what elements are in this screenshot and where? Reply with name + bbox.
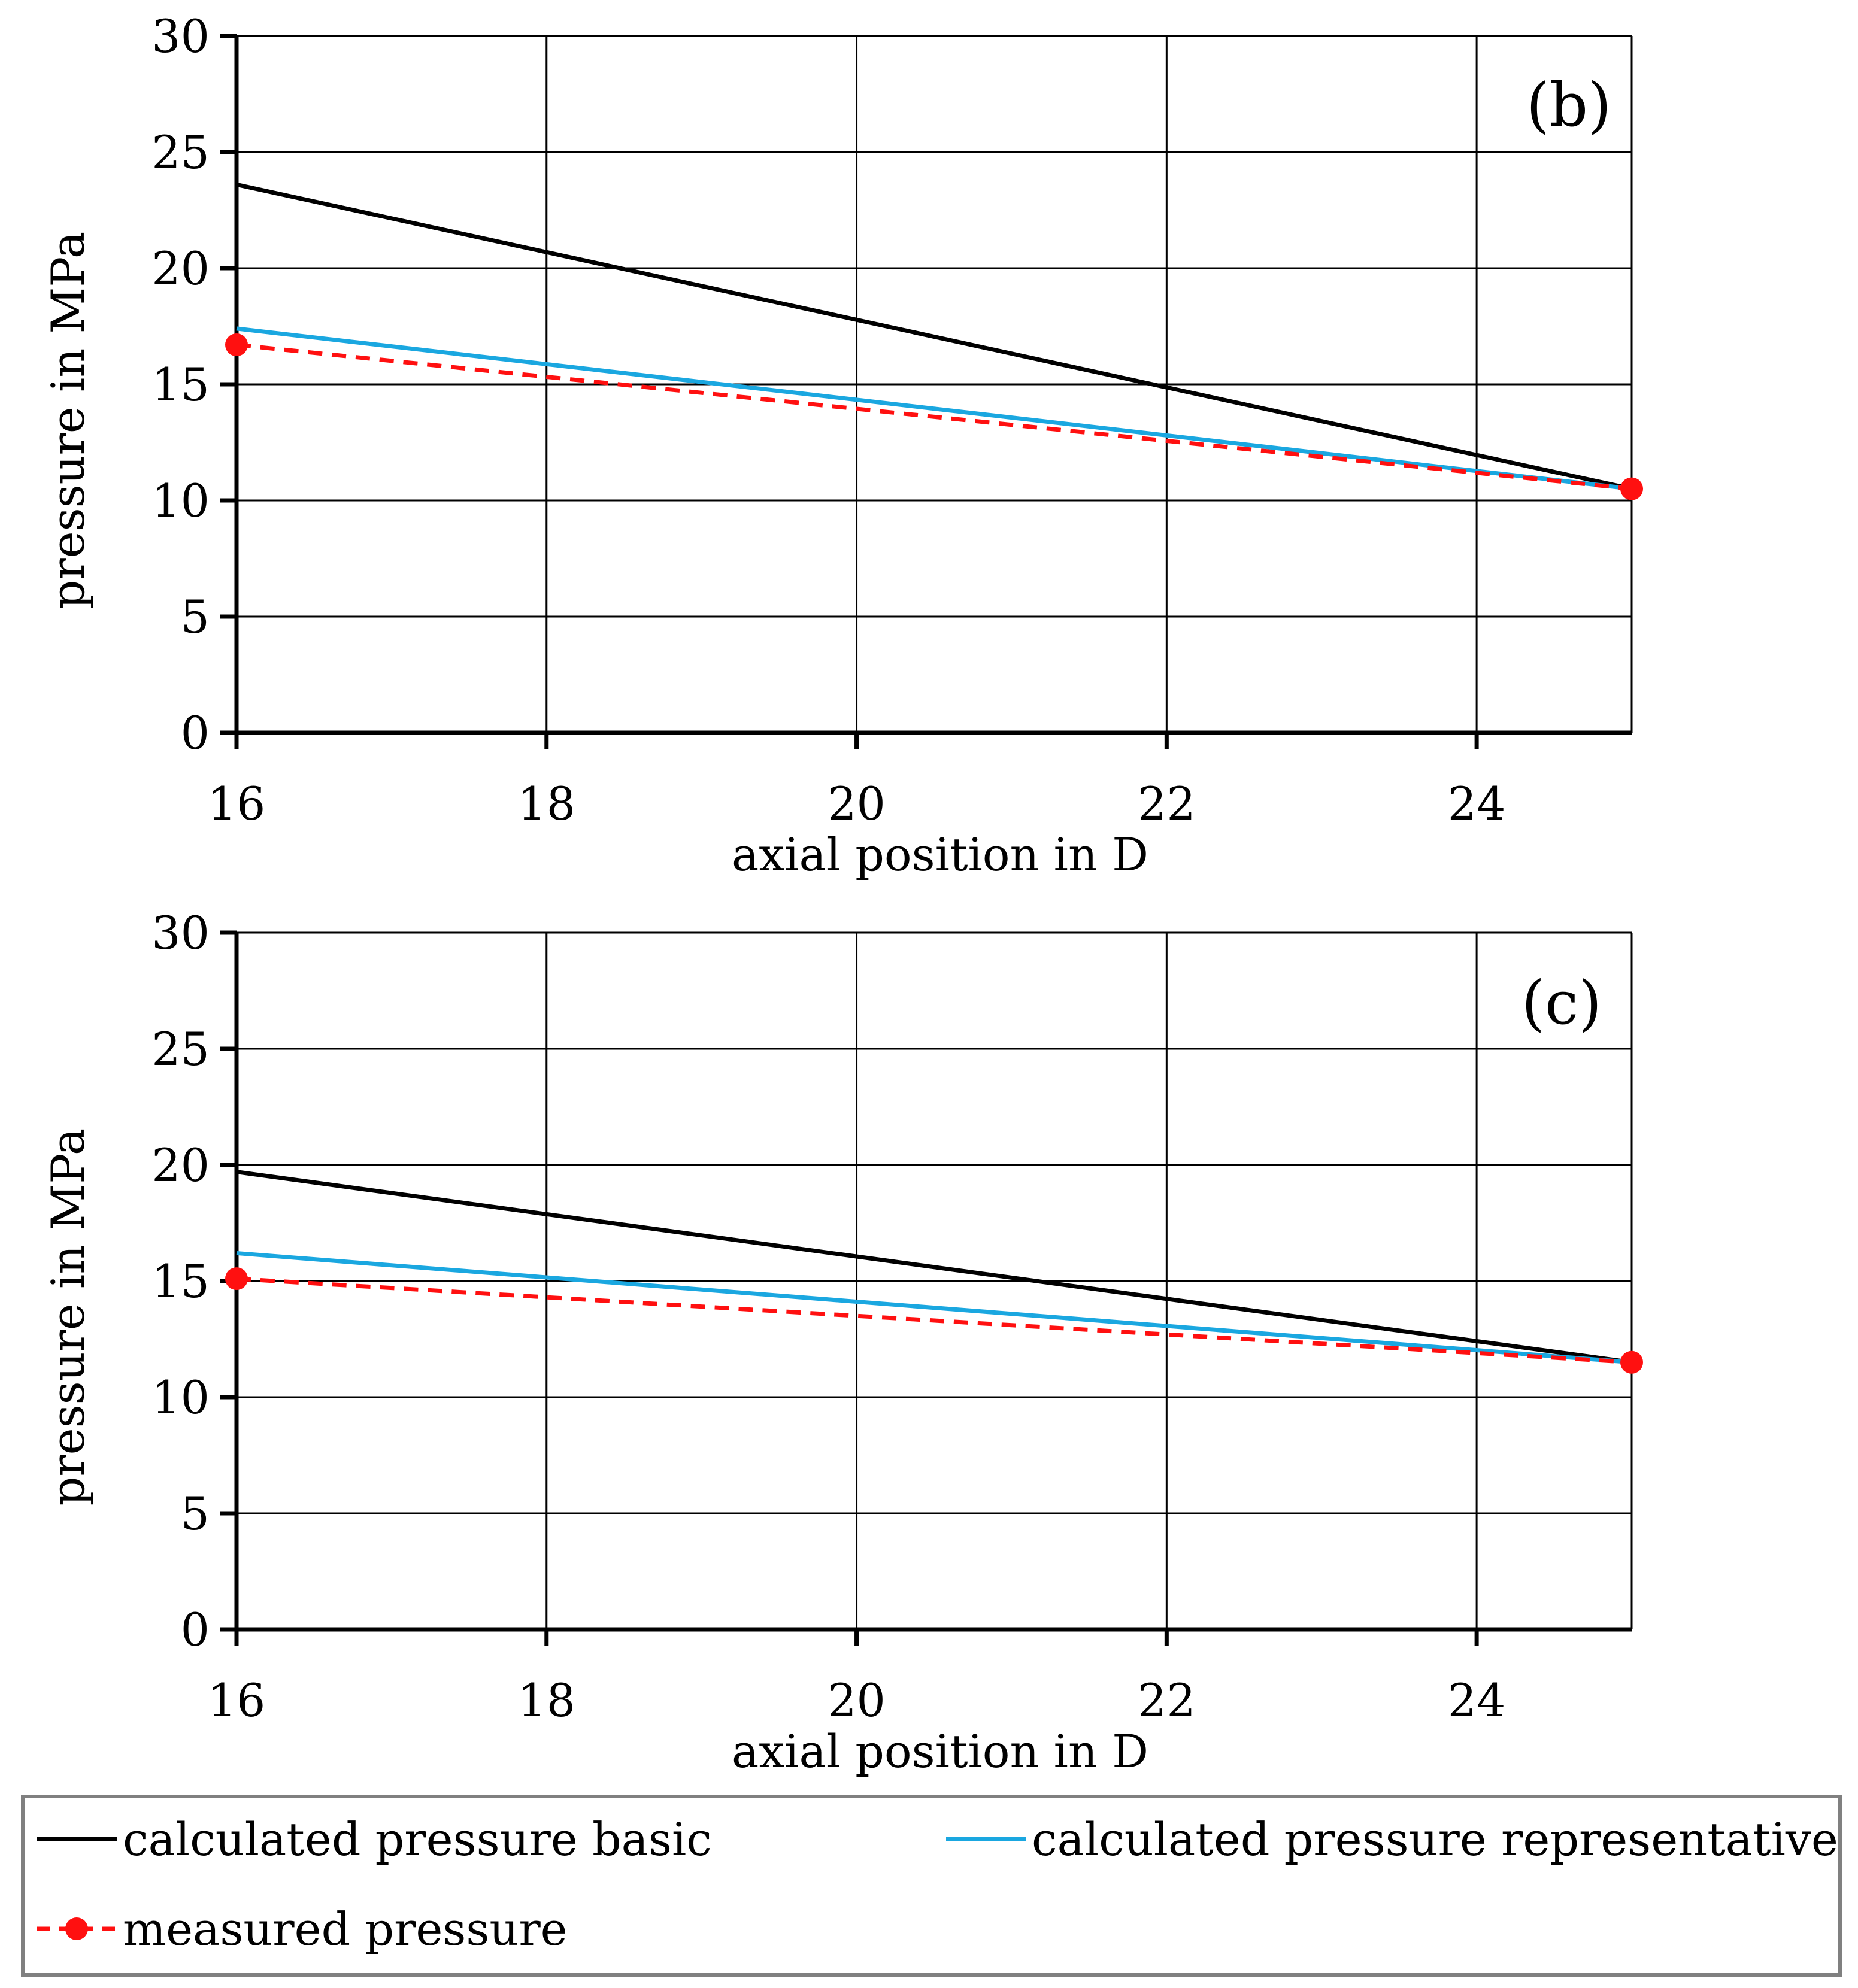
x-tick-label: 16 bbox=[208, 777, 266, 830]
series-basic-line bbox=[236, 182, 1632, 491]
y-tick-label: 10 bbox=[151, 474, 210, 527]
legend-label-basic: calculated pressure basic bbox=[123, 1813, 712, 1866]
y-tick-label: 5 bbox=[181, 1487, 210, 1540]
y-axis-title: pressure in MPa bbox=[41, 1128, 95, 1506]
x-axis-title: axial position in D bbox=[732, 1725, 1148, 1778]
series-representative-line bbox=[236, 1251, 1632, 1365]
y-tick-label: 5 bbox=[181, 590, 210, 644]
y-tick-label: 30 bbox=[151, 906, 210, 960]
legend: calculated pressure basic calculated pre… bbox=[21, 1795, 1842, 1977]
series-basic-line bbox=[236, 1170, 1632, 1365]
y-tick-label: 20 bbox=[151, 242, 210, 295]
legend-label-measured: measured pressure bbox=[123, 1902, 568, 1956]
series-measured-point bbox=[1620, 477, 1643, 500]
x-tick-label: 20 bbox=[828, 1674, 886, 1727]
x-tick-label: 16 bbox=[208, 1674, 266, 1727]
x-tick-label: 24 bbox=[1448, 777, 1506, 830]
series-measured-point bbox=[225, 1267, 248, 1291]
legend-frame bbox=[21, 1795, 1842, 1977]
y-tick-label: 15 bbox=[151, 358, 210, 411]
x-tick-label: 18 bbox=[517, 1674, 575, 1727]
y-tick-label: 25 bbox=[151, 126, 210, 179]
panel-label-c: (c) bbox=[1521, 968, 1602, 1038]
chart-panel-b: 0 5 10 15 20 25 30 16 18 20 22 24 axial position in … bbox=[41, 10, 1643, 881]
y-tick-label: 0 bbox=[181, 1603, 210, 1656]
y-tick-label: 15 bbox=[151, 1255, 210, 1308]
x-tick-label: 20 bbox=[828, 777, 886, 830]
legend-marker-measured bbox=[65, 1917, 88, 1940]
x-axis-title: axial position in D bbox=[732, 828, 1148, 881]
x-tick-label: 24 bbox=[1448, 1674, 1506, 1727]
x-tick-label: 18 bbox=[517, 777, 575, 830]
y-tick-label: 30 bbox=[151, 10, 210, 63]
panel-label-b: (b) bbox=[1526, 70, 1611, 140]
x-tick-label: 22 bbox=[1138, 1674, 1196, 1727]
y-tick-label: 10 bbox=[151, 1371, 210, 1424]
y-tick-label: 0 bbox=[181, 706, 210, 760]
legend-label-representative: calculated pressure representative bbox=[1032, 1813, 1838, 1866]
chart-panel-c: 0 5 10 15 20 25 30 16 18 20 22 24 axial position in … bbox=[41, 906, 1643, 1778]
y-axis-title: pressure in MPa bbox=[41, 232, 95, 609]
series-measured-point bbox=[1620, 1350, 1643, 1374]
series-measured-point bbox=[225, 333, 248, 357]
series-measured-line bbox=[236, 342, 1632, 491]
y-tick-label: 25 bbox=[151, 1022, 210, 1076]
series-representative-line bbox=[236, 326, 1632, 491]
x-tick-label: 22 bbox=[1138, 777, 1196, 830]
y-tick-label: 20 bbox=[151, 1139, 210, 1192]
series-measured-line bbox=[236, 1276, 1632, 1365]
